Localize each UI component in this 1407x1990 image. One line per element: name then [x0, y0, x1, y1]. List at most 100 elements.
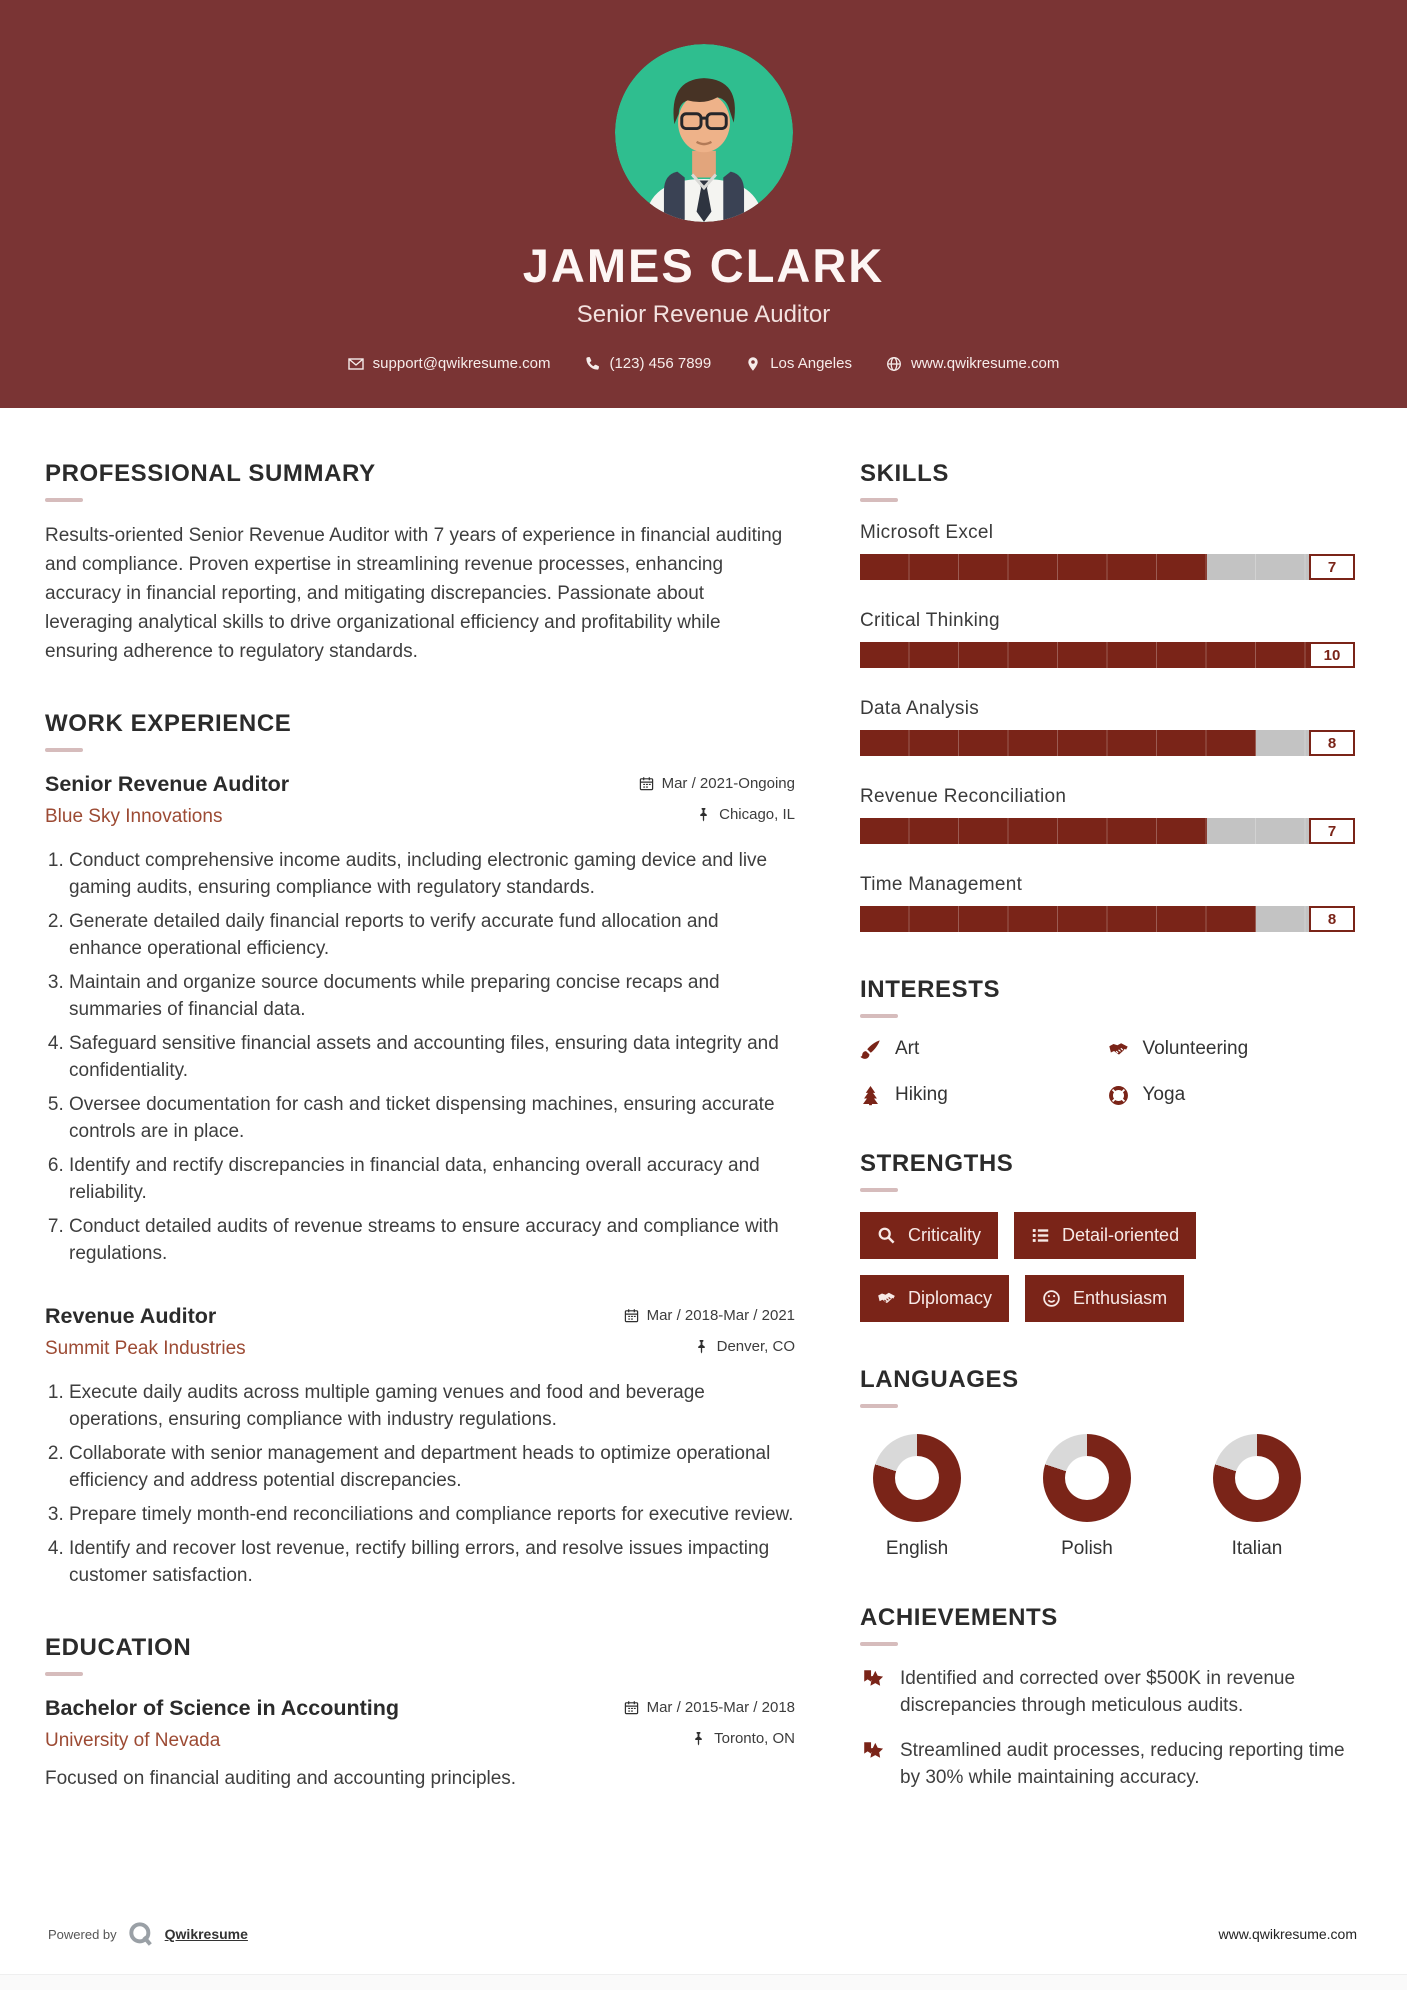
contact-phone-text: (123) 456 7899 — [609, 355, 712, 372]
magnifier-icon — [878, 1227, 895, 1244]
heading-rule — [860, 1404, 898, 1408]
language-label: Polish — [1061, 1538, 1113, 1559]
job-title: Senior Revenue Auditor — [45, 772, 290, 797]
job-entry: Revenue Auditor Mar / 2018-Mar / 2021 Su… — [45, 1304, 795, 1590]
contact-location[interactable]: Los Angeles — [745, 355, 852, 372]
heading-rule — [860, 1188, 898, 1192]
pushpin-icon — [700, 808, 707, 822]
interests-heading: INTERESTS — [860, 976, 1001, 1003]
right-column: SKILLS Microsoft Excel 7 Critical Thinki… — [860, 460, 1355, 1890]
section-skills: SKILLS Microsoft Excel 7 Critical Thinki… — [860, 460, 1355, 932]
skill-name: Revenue Reconciliation — [860, 786, 1067, 807]
strength-tag-diplomacy: Diplomacy — [860, 1275, 1010, 1322]
achievements-heading: ACHIEVEMENTS — [860, 1604, 1058, 1631]
avatar — [614, 44, 793, 222]
skill-name: Data Analysis — [860, 698, 980, 719]
section-education: EDUCATION Bachelor of Science in Account… — [45, 1634, 795, 1790]
skill-level-badge: 8 — [1309, 730, 1355, 756]
job-dates-text: Mar / 2021-Ongoing — [661, 775, 795, 793]
job-bullet-list: Execute daily audits across multiple gam… — [45, 1380, 795, 1590]
achievement-text: Identified and corrected over $500K in r… — [900, 1668, 1296, 1716]
phone-icon — [586, 356, 600, 370]
contact-website[interactable]: www.qwikresume.com — [886, 355, 1059, 372]
person-name: JAMES CLARK — [522, 239, 885, 292]
strengths-heading: STRENGTHS — [860, 1150, 1014, 1177]
skill-bar-fill — [860, 906, 1256, 932]
bottom-strip — [0, 1974, 1407, 1990]
job-bullet: Identify and recover lost revenue, recti… — [69, 1536, 795, 1590]
heading-rule — [860, 1642, 898, 1646]
skill-item: Critical Thinking 10 — [860, 610, 1355, 668]
calendar-icon — [624, 1700, 638, 1714]
globe-icon — [887, 356, 901, 371]
language-donut — [873, 1434, 961, 1522]
job-location: Chicago, IL — [696, 806, 795, 823]
job-bullet: Prepare timely month-end reconciliations… — [69, 1502, 795, 1529]
job-location-text: Denver, CO — [716, 1337, 795, 1355]
section-strengths: STRENGTHS Criticality Detail-oriented Di… — [860, 1150, 1355, 1322]
degree-title: Bachelor of Science in Accounting — [45, 1695, 400, 1720]
job-dates: Mar / 2021-Ongoing — [639, 775, 795, 792]
strength-tag-enthusiasm: Enthusiasm — [1025, 1275, 1185, 1322]
powered-by-text: Powered by — [48, 1926, 117, 1942]
interest-label: Hiking — [895, 1084, 948, 1105]
job-location: Denver, CO — [694, 1338, 795, 1355]
languages-heading: LANGUAGES — [860, 1366, 1019, 1393]
resume-header: JAMES CLARK Senior Revenue Auditor suppo… — [0, 0, 1407, 408]
calendar-icon — [639, 777, 653, 791]
skill-name: Critical Thinking — [860, 610, 1000, 631]
job-bullet: Conduct comprehensive income audits, inc… — [69, 848, 795, 902]
language-label: English — [885, 1538, 949, 1559]
section-summary: PROFESSIONAL SUMMARY Results-oriented Se… — [45, 460, 795, 666]
award-star-icon — [864, 1670, 884, 1686]
contact-website-text: www.qwikresume.com — [910, 355, 1060, 372]
left-column: PROFESSIONAL SUMMARY Results-oriented Se… — [45, 460, 795, 1890]
award-star-icon — [864, 1742, 884, 1758]
qwikresume-link[interactable]: Qwikresume — [164, 1926, 248, 1942]
interest-label: Art — [895, 1038, 920, 1059]
skill-bar: 7 — [860, 554, 1355, 580]
job-title: Revenue Auditor — [45, 1303, 217, 1328]
education-location-text: Toronto, ON — [714, 1729, 795, 1747]
language-italian: Italian — [1200, 1434, 1314, 1560]
work-heading: WORK EXPERIENCE — [45, 710, 292, 738]
contact-phone[interactable]: (123) 456 7899 — [584, 355, 711, 372]
education-heading: EDUCATION — [45, 1633, 192, 1661]
summary-heading: PROFESSIONAL SUMMARY — [45, 460, 376, 487]
education-location: Toronto, ON — [691, 1730, 795, 1747]
section-achievements: ACHIEVEMENTS Identified and corrected ov… — [860, 1604, 1355, 1792]
skill-level-badge: 10 — [1309, 642, 1355, 668]
achievement-item: Streamlined audit processes, reducing re… — [860, 1738, 1355, 1792]
interest-label: Yoga — [1142, 1084, 1186, 1105]
skill-bar-fill — [860, 554, 1207, 580]
skill-level-badge: 8 — [1309, 906, 1355, 932]
section-work: WORK EXPERIENCE Senior Revenue Auditor M… — [45, 710, 795, 1589]
strength-tag-detail-oriented: Detail-oriented — [1014, 1212, 1197, 1259]
handshake-icon — [878, 1292, 895, 1303]
skill-item: Time Management 8 — [860, 874, 1355, 932]
job-bullet: Execute daily audits across multiple gam… — [69, 1380, 795, 1434]
contact-row: support@qwikresume.com (123) 456 7899 Lo… — [0, 355, 1407, 372]
interest-yoga: Yoga — [1108, 1084, 1356, 1106]
skill-level-badge: 7 — [1309, 818, 1355, 844]
handshake-icon — [1108, 1042, 1128, 1054]
job-bullet: Maintain and organize source documents w… — [69, 970, 795, 1024]
strength-label: Criticality — [908, 1225, 982, 1245]
job-bullet: Generate detailed daily financial report… — [69, 909, 795, 963]
profile-photo — [614, 44, 793, 222]
skill-name: Time Management — [860, 874, 1023, 895]
envelope-icon — [347, 357, 364, 370]
pushpin-icon — [695, 1731, 702, 1746]
skill-bar-fill — [860, 730, 1256, 756]
achievement-item: Identified and corrected over $500K in r… — [860, 1666, 1355, 1720]
skill-bar: 7 — [860, 818, 1355, 844]
heading-rule — [45, 748, 83, 753]
strength-label: Enthusiasm — [1073, 1288, 1168, 1308]
skill-bar: 8 — [860, 730, 1355, 756]
contact-email[interactable]: support@qwikresume.com — [347, 355, 550, 372]
footer-website-link[interactable]: www.qwikresume.com — [1218, 1926, 1357, 1942]
calendar-icon — [624, 1309, 638, 1323]
language-polish: Polish — [1030, 1434, 1144, 1560]
interest-volunteering: Volunteering — [1108, 1038, 1356, 1060]
job-bullet: Conduct detailed audits of revenue strea… — [69, 1214, 795, 1268]
